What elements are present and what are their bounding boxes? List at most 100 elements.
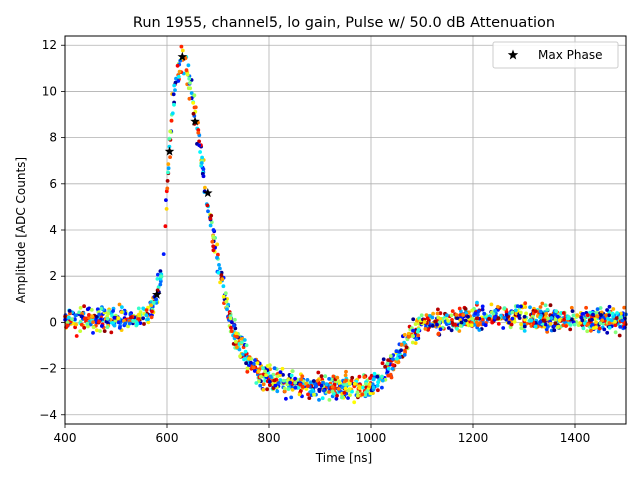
sample-point	[419, 313, 424, 318]
sample-point	[618, 325, 623, 329]
sample-point	[112, 323, 117, 328]
sample-point	[217, 263, 221, 267]
sample-point	[463, 307, 468, 311]
sample-point	[261, 366, 265, 371]
sample-point	[554, 309, 558, 314]
sample-point	[299, 377, 303, 382]
sample-point	[151, 300, 156, 305]
sample-point	[264, 373, 268, 378]
sample-point	[268, 374, 273, 379]
sample-point	[411, 328, 415, 333]
sample-point	[493, 308, 497, 313]
sample-point	[340, 395, 344, 400]
sample-point	[176, 74, 181, 79]
sample-point	[385, 361, 390, 366]
sample-point	[281, 373, 285, 377]
sample-point	[330, 389, 335, 394]
sample-point	[242, 357, 246, 362]
sample-point	[208, 223, 213, 228]
sample-point	[605, 330, 610, 335]
sample-point	[570, 317, 574, 322]
y-tick-label: −4	[39, 408, 57, 422]
sample-point	[293, 376, 297, 381]
sample-point	[546, 316, 550, 321]
sample-point	[425, 316, 430, 321]
sample-point	[98, 329, 102, 333]
sample-point	[243, 349, 248, 354]
sample-point	[203, 185, 207, 190]
sample-point	[117, 326, 122, 330]
sample-point	[580, 318, 585, 323]
sample-point	[319, 374, 324, 379]
sample-point	[167, 136, 172, 141]
sample-point	[344, 369, 348, 374]
sample-point	[549, 316, 554, 320]
sample-point	[605, 316, 610, 321]
sample-point	[502, 315, 507, 320]
sample-point	[185, 72, 190, 77]
sample-point	[561, 311, 566, 315]
sample-point	[512, 319, 517, 324]
sample-point	[522, 314, 527, 319]
sample-point	[275, 374, 280, 379]
sample-point	[501, 326, 506, 330]
sample-point	[244, 361, 249, 366]
legend-star-icon	[507, 49, 519, 60]
sample-point	[127, 321, 132, 326]
sample-point	[423, 327, 428, 331]
sample-point	[402, 332, 407, 337]
sample-point	[158, 274, 163, 279]
sample-point	[585, 329, 590, 334]
sample-point	[289, 395, 294, 400]
sample-point	[489, 302, 494, 307]
sample-point	[87, 313, 91, 317]
sample-point	[180, 48, 185, 53]
sample-point	[335, 375, 340, 380]
sample-point	[380, 361, 385, 366]
x-tick-label: 800	[258, 431, 281, 445]
sample-point	[189, 91, 194, 95]
sample-point	[533, 309, 538, 314]
sample-point	[437, 320, 442, 325]
sample-point	[386, 373, 391, 378]
sample-point	[543, 303, 548, 308]
sample-point	[252, 369, 257, 373]
sample-point	[321, 380, 325, 385]
sample-point	[455, 326, 459, 331]
sample-point	[397, 355, 402, 360]
sample-point	[436, 332, 441, 336]
sample-point	[613, 323, 618, 328]
sample-point	[200, 155, 205, 160]
sample-point	[209, 213, 214, 218]
sample-point	[343, 373, 348, 378]
sample-point	[317, 387, 322, 392]
sample-point	[611, 314, 616, 319]
y-tick-label: 8	[49, 131, 57, 145]
sample-point	[416, 333, 421, 338]
y-tick-label: 4	[49, 223, 57, 237]
sample-point	[112, 315, 117, 320]
sample-point	[164, 189, 169, 194]
sample-point	[136, 317, 141, 321]
sample-point	[201, 167, 206, 172]
sample-point	[168, 129, 173, 134]
sample-point	[309, 380, 313, 385]
sample-point	[578, 321, 583, 325]
sample-point	[102, 329, 107, 333]
sample-point	[293, 381, 298, 385]
sample-point	[391, 363, 395, 367]
sample-points	[63, 44, 628, 405]
sample-point	[584, 305, 588, 310]
sample-point	[336, 387, 341, 391]
sample-point	[430, 324, 435, 328]
sample-point	[611, 307, 616, 311]
sample-point	[594, 320, 598, 325]
sample-point	[320, 396, 325, 401]
sample-point	[184, 68, 189, 73]
sample-point	[311, 379, 316, 383]
sample-point	[371, 377, 376, 382]
legend: Max Phase	[492, 41, 619, 69]
sample-point	[191, 111, 196, 116]
sample-point	[480, 304, 485, 309]
